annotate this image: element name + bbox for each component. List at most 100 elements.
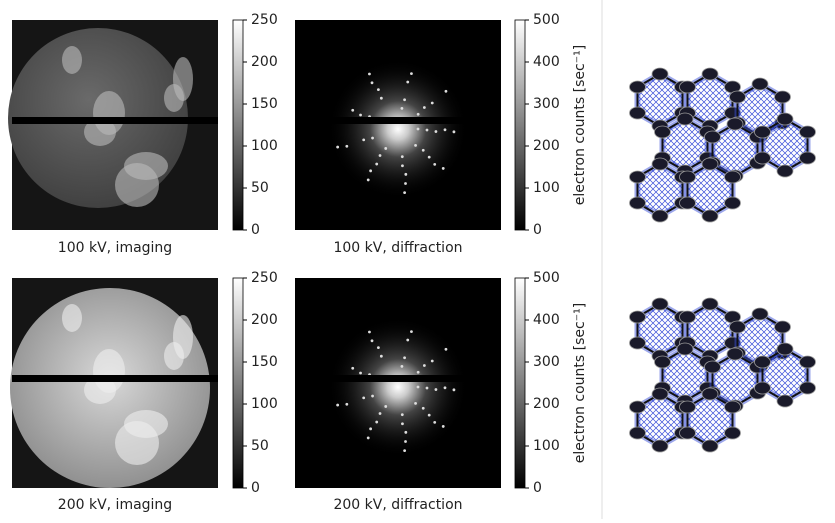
colorbar-tick-label: 0	[533, 222, 542, 238]
density-mesh	[637, 394, 682, 446]
colorbar-tick-label: 0	[251, 222, 260, 238]
density-mesh	[637, 74, 682, 126]
atom	[679, 171, 695, 183]
reflection	[406, 339, 409, 342]
reflection	[422, 149, 425, 152]
density-mesh	[687, 394, 732, 446]
hole	[115, 421, 159, 465]
beam-stop	[12, 375, 218, 382]
atom	[629, 107, 645, 119]
reflection	[401, 155, 404, 158]
colorbar-tick-label: 200	[251, 54, 278, 70]
atom	[754, 356, 770, 368]
atom	[729, 321, 745, 333]
hole	[115, 163, 159, 207]
reflection	[351, 109, 354, 112]
reflection	[375, 421, 378, 424]
colorbar-tick-label: 100	[533, 438, 560, 454]
atom	[754, 382, 770, 394]
micrograph	[295, 278, 501, 488]
atom	[629, 401, 645, 413]
atom	[725, 171, 741, 183]
atom	[702, 210, 718, 222]
atom	[654, 126, 670, 138]
reflection	[404, 440, 407, 443]
atom	[775, 91, 791, 103]
reflection	[435, 388, 438, 391]
reflection	[380, 355, 383, 358]
colorbar-tick-label: 500	[533, 270, 560, 286]
figure: 100 kV, imaging050100150200250100 kV, di…	[0, 0, 835, 519]
reflection	[403, 356, 406, 359]
atom	[629, 337, 645, 349]
reflection	[404, 431, 407, 434]
micrograph	[8, 20, 218, 230]
density-mesh	[637, 304, 682, 356]
atom	[777, 165, 793, 177]
atom	[704, 131, 720, 143]
reflection	[426, 387, 429, 390]
reflection	[375, 163, 378, 166]
reflection	[369, 427, 372, 430]
atom	[777, 343, 793, 355]
reflection	[401, 422, 404, 425]
micrograph	[295, 20, 501, 230]
reflection	[371, 81, 374, 84]
colorbar	[233, 278, 243, 488]
colorbar	[515, 278, 525, 488]
colorbar-tick-label: 400	[533, 312, 560, 328]
reflection	[369, 169, 372, 172]
reflection	[351, 367, 354, 370]
reflection	[423, 106, 426, 109]
reflection	[445, 348, 448, 351]
caption: 200 kV, diffraction	[333, 497, 462, 513]
hole	[164, 84, 184, 112]
reflection	[384, 405, 387, 408]
atom	[704, 361, 720, 373]
reflection	[401, 107, 404, 110]
reflection	[433, 421, 436, 424]
reflection	[404, 173, 407, 176]
atom	[652, 158, 668, 170]
reflection	[417, 128, 420, 131]
hole	[164, 342, 184, 370]
structure-image	[629, 298, 815, 452]
colorbar-tick-label: 150	[251, 354, 278, 370]
colorbar-tick-label: 50	[251, 438, 269, 454]
reflection	[367, 179, 370, 182]
caption: 200 kV, imaging	[58, 497, 172, 513]
atom	[752, 308, 768, 320]
density-mesh	[687, 304, 732, 356]
atom	[652, 298, 668, 310]
caption: 100 kV, diffraction	[333, 240, 462, 256]
diffraction-glow	[328, 59, 468, 199]
atom	[702, 158, 718, 170]
atom	[677, 113, 693, 125]
reflection	[453, 130, 456, 133]
atom	[679, 81, 695, 93]
atom	[754, 126, 770, 138]
atom	[679, 401, 695, 413]
reflection	[377, 88, 380, 91]
atom	[652, 68, 668, 80]
reflection	[435, 130, 438, 133]
reflection	[428, 156, 431, 159]
atom	[629, 171, 645, 183]
colorbar-tick-label: 100	[533, 180, 560, 196]
reflection	[384, 147, 387, 150]
reflection	[401, 413, 404, 416]
reflection	[336, 146, 339, 149]
beam-stop	[295, 117, 501, 124]
reflection	[422, 407, 425, 410]
colorbar	[515, 20, 525, 230]
colorbar-tick-label: 100	[251, 396, 278, 412]
colorbar-tick-label: 150	[251, 96, 278, 112]
reflection	[414, 144, 417, 147]
colorbar	[233, 20, 243, 230]
atom	[629, 81, 645, 93]
reflection	[442, 167, 445, 170]
atom	[654, 356, 670, 368]
reflection	[444, 128, 447, 131]
atom	[677, 343, 693, 355]
atom	[727, 118, 743, 130]
